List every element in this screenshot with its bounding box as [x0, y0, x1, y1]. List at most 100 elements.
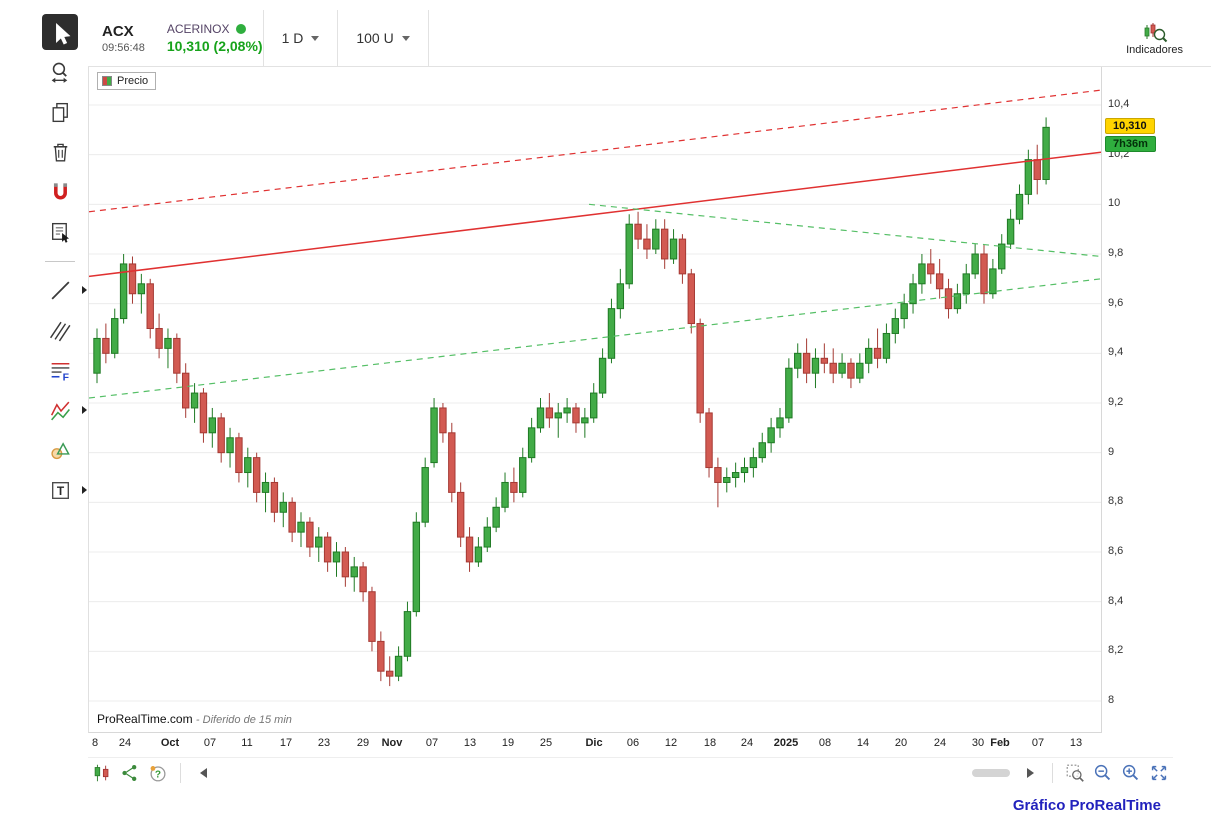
declining-resistance-trendline[interactable]: [588, 203, 1101, 258]
price-axis[interactable]: 10,310 7h36m 10,4 10,2 10 9,8 9,6 9,4 9,2 9 8,8 8…: [1103, 67, 1209, 733]
candlestick: [607, 298, 616, 364]
chart-style-button[interactable]: [88, 760, 116, 786]
candlestick: [448, 422, 456, 503]
tool-parallel-lines-button[interactable]: [42, 312, 78, 348]
x-axis-label: 23: [317, 737, 331, 749]
tool-line-button[interactable]: [42, 272, 87, 308]
tool-fibonacci-button[interactable]: F: [42, 352, 78, 388]
candlestick: [953, 283, 962, 314]
y-axis-label: 8,6: [1108, 544, 1124, 557]
candlestick: [128, 256, 137, 304]
watermark-brand: ProRealTime.com: [97, 712, 193, 726]
watermark: ProRealTime.com - Diferido de 15 min: [97, 712, 292, 726]
candlestick: [465, 527, 474, 572]
y-axis-label: 8,2: [1108, 644, 1124, 657]
tool-cursor-button[interactable]: [42, 14, 78, 50]
tool-annotation-button[interactable]: [42, 214, 78, 250]
submenu-arrow-icon: [82, 486, 87, 494]
y-axis-label: 8,8: [1108, 495, 1124, 508]
candlestick: [563, 398, 571, 423]
candlestick: [102, 323, 110, 364]
candlestick: [634, 211, 642, 250]
candlestick: [164, 328, 172, 369]
chart-scrollbar[interactable]: [972, 768, 1010, 777]
candlestick: [944, 278, 953, 319]
x-axis-label: 13: [1069, 737, 1083, 749]
candlestick: [297, 512, 305, 548]
help-icon: ?: [150, 765, 166, 781]
share-button[interactable]: [116, 760, 144, 786]
quote-time: 09:56:48: [102, 41, 145, 54]
candlestick: [643, 224, 651, 259]
candlestick: [598, 348, 607, 399]
x-axis-label: 07: [203, 737, 217, 749]
main-resistance-trendline[interactable]: [89, 151, 1101, 278]
price-legend[interactable]: Precio: [97, 72, 157, 90]
zoom-out-button[interactable]: [1089, 760, 1117, 786]
candlestick: [785, 358, 793, 423]
candlestick: [394, 646, 403, 682]
annotation-icon: [51, 222, 69, 243]
candlestick: [1042, 117, 1050, 185]
price-chart-canvas[interactable]: [89, 67, 1101, 731]
candlestick: [731, 462, 740, 488]
rising-support-trendline[interactable]: [89, 278, 1101, 399]
price-change: 10,310 (2,08%): [166, 38, 263, 54]
copy-icon: [52, 102, 68, 122]
tool-zoom-button[interactable]: [42, 54, 78, 90]
timeframe-dropdown[interactable]: 1 D: [262, 10, 338, 66]
candlestick: [820, 343, 829, 374]
tool-text-button[interactable]: T: [42, 472, 87, 508]
toolbar-divider: [45, 261, 75, 262]
svg-text:?: ?: [155, 769, 161, 780]
help-button[interactable]: ?: [144, 760, 172, 786]
candlestick: [510, 467, 518, 503]
candlestick: [1033, 144, 1041, 195]
x-axis-label: 17: [279, 737, 293, 749]
candlestick: [971, 244, 979, 279]
scroll-left-button[interactable]: [189, 760, 217, 786]
submenu-arrow-icon: [82, 406, 87, 414]
tool-trash-button[interactable]: [42, 134, 78, 170]
chart-area[interactable]: Precio ProRealTime.com - Diferido de 15 …: [88, 67, 1102, 733]
box-zoom-button[interactable]: [1061, 760, 1089, 786]
candlestick: [696, 318, 704, 423]
candlestick: [111, 308, 119, 359]
candlestick: [474, 537, 483, 567]
candlestick: [590, 383, 598, 423]
price-legend-label: Precio: [117, 75, 149, 87]
units-dropdown[interactable]: 100 U: [337, 10, 429, 66]
fullscreen-icon: [1151, 765, 1167, 780]
fullscreen-button[interactable]: [1145, 760, 1173, 786]
indicators-button[interactable]: Indicadores: [1126, 20, 1183, 56]
y-axis-label: 10: [1108, 197, 1121, 210]
candlestick: [909, 273, 917, 314]
upper-channel-trendline[interactable]: [89, 89, 1101, 213]
candlestick: [182, 363, 190, 418]
tool-shapes-button[interactable]: [42, 432, 78, 468]
scroll-right-button[interactable]: [1016, 760, 1044, 786]
y-axis-label: 8,4: [1108, 594, 1124, 607]
candlestick: [412, 512, 421, 617]
tool-magnet-button[interactable]: [42, 174, 78, 210]
tool-copy-button[interactable]: [42, 94, 78, 130]
candlestick: [146, 278, 154, 339]
candlestick-chart-icon: [94, 764, 109, 781]
zoom-in-button[interactable]: [1117, 760, 1145, 786]
y-axis-label: 9,2: [1108, 395, 1124, 408]
x-axis-label: 14: [856, 737, 870, 749]
tool-trend-button[interactable]: [42, 392, 87, 428]
candlestick: [1006, 209, 1015, 250]
branding-text: Gráfico ProRealTime: [1012, 797, 1161, 814]
last-price-badge: 10,310: [1105, 118, 1155, 135]
box-zoom-icon: [1066, 764, 1084, 782]
price-series-icon: [102, 76, 112, 86]
time-axis[interactable]: 8 24 Oct 07 11 17 23 29 Nov 07 13 19 25 Dic 06 12 18 24 20…: [88, 733, 1102, 755]
candlestick: [403, 601, 412, 662]
candlestick: [368, 586, 376, 652]
toolbar-divider: [1052, 762, 1053, 783]
candlestick: [989, 258, 997, 299]
topbar: ACX 09:56:48 ACERINOX 10,310 (2,08%) 1 D…: [88, 10, 1211, 67]
candlestick: [767, 417, 775, 453]
